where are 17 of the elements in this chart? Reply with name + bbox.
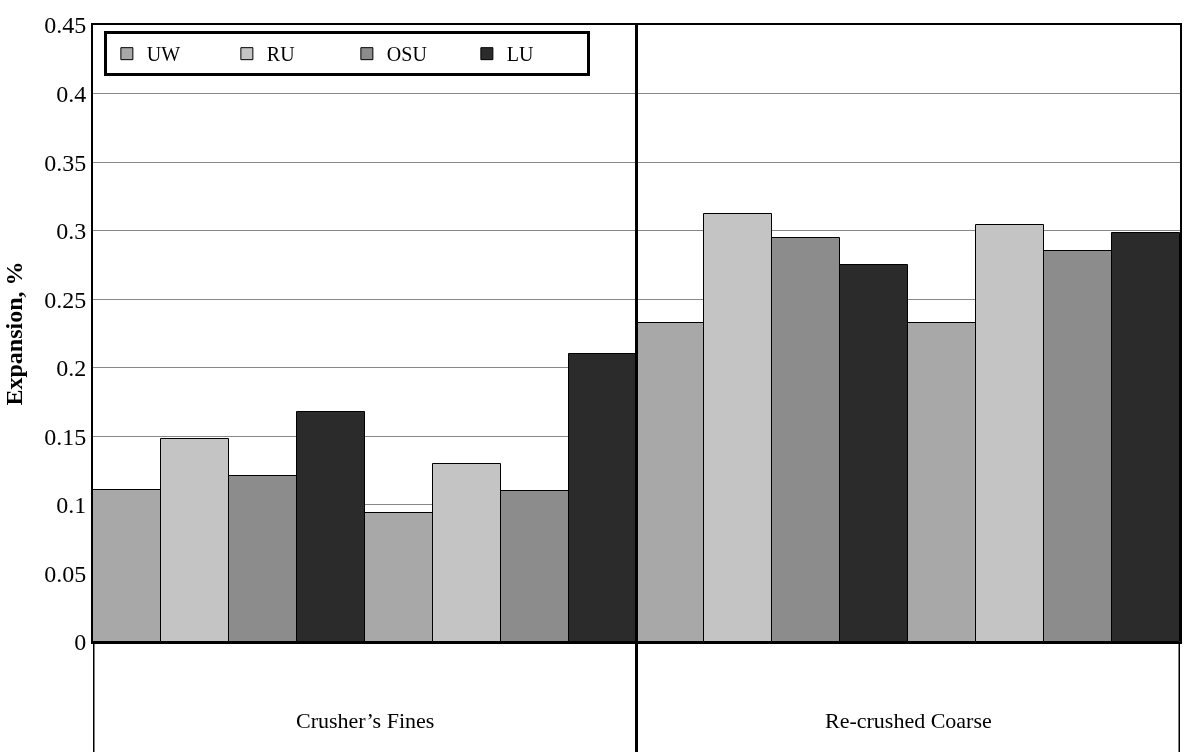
y-tick-label: 0.4: [56, 80, 87, 107]
y-tick-label: 0.2: [56, 355, 87, 382]
y-tick-label: 0: [74, 629, 87, 656]
legend-label: LU: [506, 43, 535, 66]
text: Re-crushed Coarse: [825, 708, 992, 733]
legend-label: OSU: [386, 43, 428, 66]
legend-label: UW: [146, 43, 181, 66]
y-tick-label: 0.05: [44, 560, 87, 587]
y-tick-label: 0.45: [44, 12, 87, 39]
y-tick-label: 0.25: [44, 286, 87, 313]
legend-label: RU: [266, 43, 296, 66]
text: Crusher’s Fines: [296, 708, 435, 733]
y-axis-title: Expansion, %: [0, 261, 27, 406]
y-tick-label: 0.3: [56, 218, 87, 245]
y-tick-label: 0.15: [44, 423, 87, 450]
y-tick-label: 0.35: [44, 149, 87, 176]
y-tick-label: 0.1: [56, 492, 87, 519]
